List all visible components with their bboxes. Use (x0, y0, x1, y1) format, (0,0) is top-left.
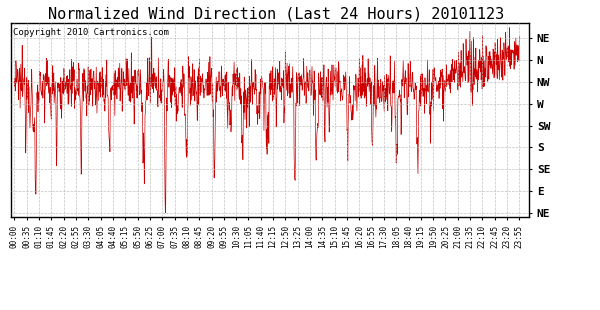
Text: Normalized Wind Direction (Last 24 Hours) 20101123: Normalized Wind Direction (Last 24 Hours… (48, 6, 504, 21)
Text: Copyright 2010 Cartronics.com: Copyright 2010 Cartronics.com (13, 28, 169, 37)
